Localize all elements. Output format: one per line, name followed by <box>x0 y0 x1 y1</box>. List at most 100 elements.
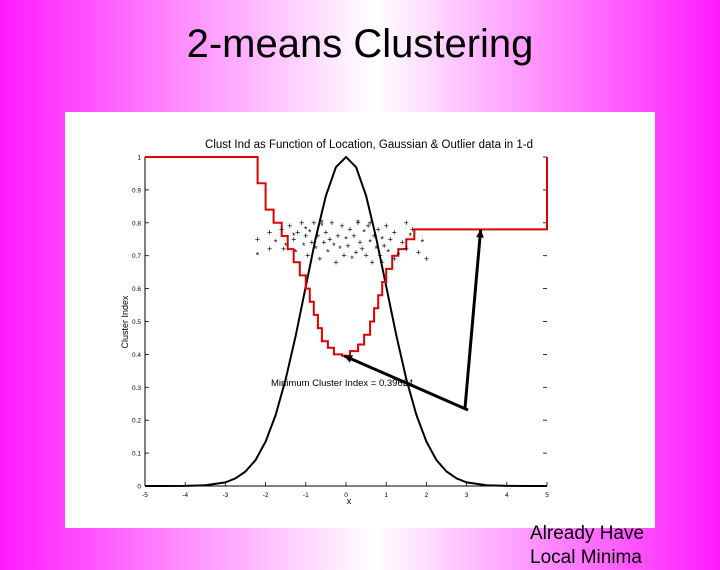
gaussian-curve-layer <box>145 155 547 487</box>
data-point: * <box>338 244 342 254</box>
data-point: + <box>287 221 292 231</box>
data-point: + <box>400 238 405 248</box>
x-tick-label: 4 <box>505 492 509 499</box>
data-point: + <box>339 221 344 231</box>
data-point: * <box>350 254 354 264</box>
data-point: + <box>378 251 383 261</box>
y-axis-label: Cluster Index <box>120 295 130 349</box>
x-tick-label: 1 <box>384 492 388 499</box>
data-point: + <box>323 228 328 238</box>
data-point: * <box>332 241 336 251</box>
data-point: * <box>304 224 308 234</box>
slide-title: 2-means Clustering <box>186 22 534 66</box>
data-point: * <box>362 228 366 238</box>
data-point: + <box>329 218 334 228</box>
data-point: * <box>374 244 378 254</box>
arrow-to-minimum-head <box>343 355 353 363</box>
y-tick-label: 0.7 <box>132 253 141 260</box>
x-tick-label: -3 <box>223 492 229 499</box>
data-point: + <box>392 228 397 238</box>
cluster-index-curve <box>145 156 548 357</box>
arrow-to-local-minima-head <box>476 229 484 238</box>
cluster-index-curve-layer <box>145 156 548 357</box>
data-point: + <box>369 257 374 267</box>
y-tick-label: 0.9 <box>132 187 141 194</box>
x-axis-label: x <box>347 496 352 506</box>
x-tick-label: -4 <box>182 492 188 499</box>
data-points-layer: +*++*++*++*++*++*++*++*++*++*++*++*++*++… <box>255 218 429 267</box>
data-point: + <box>305 251 310 261</box>
data-point: + <box>311 218 316 228</box>
data-point: + <box>380 257 385 267</box>
data-point: * <box>397 251 401 261</box>
data-point: * <box>294 247 298 257</box>
data-point: * <box>368 238 372 248</box>
x-tick-label: 3 <box>465 492 469 499</box>
data-point: * <box>380 234 384 244</box>
data-point: + <box>410 224 415 234</box>
arrow-to-local-minima <box>463 229 483 409</box>
data-point: + <box>345 241 350 251</box>
data-point: * <box>421 238 425 248</box>
data-point: * <box>320 218 324 228</box>
data-point: * <box>292 231 296 241</box>
data-point: + <box>404 218 409 228</box>
data-point: + <box>363 251 368 261</box>
data-point: + <box>255 234 260 244</box>
x-tick-label: -1 <box>303 492 309 499</box>
data-point: * <box>256 251 260 261</box>
data-point: + <box>299 218 304 228</box>
y-tick-label: 1 <box>137 155 141 162</box>
y-tick-label: 0.2 <box>132 418 141 425</box>
data-point: + <box>357 238 362 248</box>
figure-panel: Clust Ind as Function of Location, Gauss… <box>65 112 655 568</box>
data-point: + <box>392 254 397 264</box>
data-point: * <box>386 247 390 257</box>
data-point: + <box>388 234 393 244</box>
data-point: + <box>333 257 338 267</box>
data-point: + <box>309 238 314 248</box>
gaussian-curve <box>145 155 547 487</box>
data-point: * <box>308 228 312 238</box>
data-point: + <box>317 254 322 264</box>
minimum-annotation: Minimum Cluster Index = 0.39624 <box>271 378 413 389</box>
data-point: + <box>355 218 360 228</box>
data-point: * <box>326 247 330 257</box>
y-tick-label: 0.8 <box>132 220 141 227</box>
data-point: + <box>382 241 387 251</box>
data-point: + <box>279 224 284 234</box>
x-tick-label: 2 <box>425 492 429 499</box>
arrows-layer <box>343 229 484 412</box>
data-point: * <box>284 241 288 251</box>
data-point: + <box>315 231 320 241</box>
data-point: + <box>291 234 296 244</box>
data-point: + <box>351 231 356 241</box>
data-point: + <box>384 221 389 231</box>
x-tick-label: 0 <box>344 492 348 499</box>
data-point: + <box>404 244 409 254</box>
data-point: * <box>274 238 278 248</box>
data-point: + <box>267 244 272 254</box>
data-point: + <box>335 231 340 241</box>
data-point: + <box>365 221 370 231</box>
data-point: + <box>327 234 332 244</box>
data-point: + <box>367 218 372 228</box>
arrow-to-minimum <box>343 354 469 412</box>
data-point: * <box>344 234 348 244</box>
data-point: + <box>347 224 352 234</box>
data-point: + <box>341 251 346 261</box>
x-tick-label: -5 <box>142 492 148 499</box>
data-point: + <box>359 244 364 254</box>
x-tick-label: -2 <box>263 492 269 499</box>
y-tick-label: 0.3 <box>132 385 141 392</box>
data-point: + <box>295 228 300 238</box>
data-point: + <box>416 247 421 257</box>
y-tick-label: 0.6 <box>132 286 141 293</box>
data-point: + <box>376 224 381 234</box>
x-tick-label: 5 <box>545 492 549 499</box>
data-point: + <box>372 231 377 241</box>
data-point: * <box>314 244 318 254</box>
data-point: * <box>356 218 360 228</box>
data-point: + <box>353 247 358 257</box>
callout-line-1: Already Have <box>530 523 645 544</box>
